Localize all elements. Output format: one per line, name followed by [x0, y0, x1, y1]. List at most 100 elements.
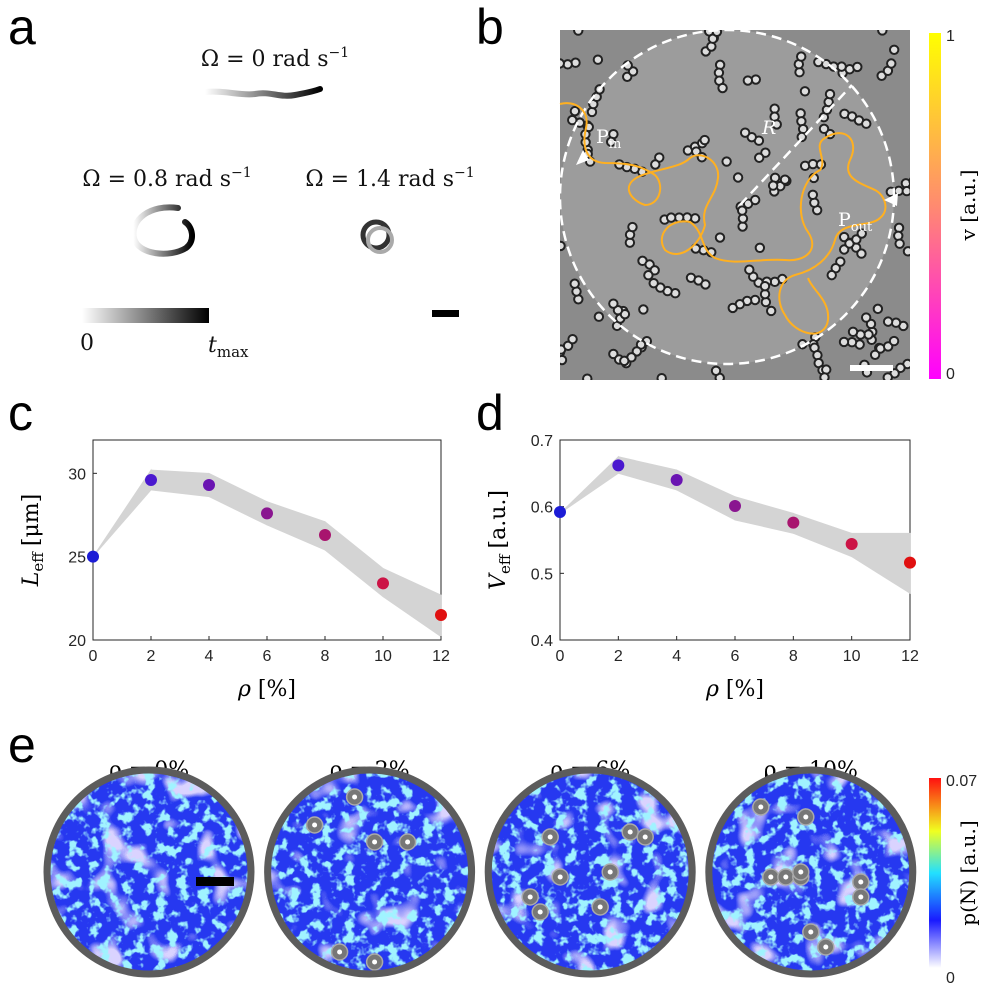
- particle: [759, 280, 771, 292]
- particle: [573, 30, 584, 36]
- omega-label: Ω = 0.8 rad s−1: [82, 165, 251, 192]
- particle: [916, 237, 924, 245]
- particle: [826, 269, 837, 281]
- y-axis-label-unit: [μm]: [19, 494, 44, 546]
- obstacle-core: [537, 909, 543, 915]
- obstacle-core: [405, 839, 411, 845]
- particle: [902, 246, 910, 257]
- data-point: [612, 459, 625, 472]
- particle: [721, 156, 732, 167]
- x-tick-label: 12: [432, 648, 450, 665]
- particle: [765, 305, 777, 317]
- data-point: [787, 516, 800, 529]
- y-tick-label: 0.7: [531, 433, 553, 450]
- x-axis-label: ρ [%]: [705, 677, 764, 702]
- y-tick-label: 0.4: [531, 633, 553, 650]
- colorbar-tick-label: 0: [946, 970, 955, 987]
- y-axis-label: Leff [μm]: [19, 494, 47, 587]
- arrow: [884, 193, 898, 206]
- data-point: [845, 538, 858, 550]
- particle: [736, 205, 748, 216]
- data-point: [203, 479, 215, 491]
- particle: [818, 379, 824, 380]
- particle: [771, 119, 782, 130]
- error-band: [92, 468, 152, 557]
- particle: [838, 336, 850, 348]
- data-point: [319, 529, 331, 541]
- time-colorbar: [82, 308, 209, 323]
- particle: [619, 355, 630, 367]
- x-tick-label: 4: [205, 648, 214, 665]
- particle: [586, 6, 594, 14]
- particle: [711, 30, 723, 37]
- panel-letter: b: [476, 0, 504, 55]
- particle: [727, 302, 738, 314]
- particle: [909, 188, 910, 193]
- particle: [819, 372, 830, 380]
- particle: [732, 172, 744, 183]
- error-band: [382, 567, 442, 638]
- scale-bar: [432, 310, 459, 317]
- obstacle-core: [803, 814, 809, 820]
- scale-bar: [850, 365, 893, 371]
- particle: [656, 372, 667, 380]
- data-point: [904, 556, 916, 569]
- particle: [818, 123, 830, 135]
- x-tick-label: 6: [263, 648, 272, 665]
- trajectory: [202, 86, 323, 99]
- colorbar-tick-label: 0: [946, 366, 955, 383]
- trajectory: [366, 226, 394, 254]
- disc-border: [43, 766, 255, 978]
- density-noise: [488, 770, 693, 974]
- error-band: [324, 520, 384, 598]
- particle: [886, 58, 897, 69]
- y-tick-label: 0.5: [531, 566, 553, 583]
- omega-label: Ω = 1.4 rad s−1: [305, 165, 474, 192]
- trajectory: [559, 102, 887, 335]
- particle: [888, 335, 900, 347]
- particle: [856, 248, 867, 259]
- error-band: [150, 469, 210, 498]
- particle: [592, 54, 604, 65]
- x-axis-label-unit: [%]: [726, 677, 764, 702]
- particle: [569, 105, 581, 117]
- particle: [714, 232, 726, 243]
- error-band: [734, 496, 794, 534]
- particle: [799, 86, 811, 97]
- particle: [605, 136, 617, 148]
- disc-border: [705, 766, 917, 978]
- particle: [569, 278, 580, 289]
- obstacle-core: [627, 829, 633, 835]
- particle: [701, 12, 709, 20]
- particle: [648, 277, 659, 289]
- error-band: [792, 512, 853, 558]
- data-point: [261, 507, 273, 520]
- x-tick-label: 8: [789, 648, 798, 665]
- x-tick-label: 2: [614, 648, 623, 665]
- particle: [704, 19, 712, 27]
- obstacle-core: [642, 834, 648, 840]
- density-noise: [267, 770, 472, 974]
- disc-border: [264, 766, 476, 978]
- x-tick-label: 12: [901, 648, 919, 665]
- radius-line: [739, 84, 853, 206]
- obstacle-core: [527, 894, 533, 900]
- particle: [739, 127, 751, 138]
- particle: [567, 333, 578, 345]
- y-axis-label-symbol: L: [19, 572, 44, 588]
- particle: [582, 13, 590, 21]
- x-axis-label-unit: [%]: [258, 677, 296, 702]
- particle: [665, 212, 677, 223]
- trajectory: [130, 204, 195, 257]
- x-axis-label: ρ [%]: [237, 677, 296, 702]
- x-tick-label: 4: [672, 648, 681, 665]
- obstacle-core: [768, 874, 774, 880]
- colorbar-tick-label: 0.07: [946, 773, 977, 790]
- obstacle-core: [372, 959, 378, 965]
- colorbar-title: p(N) [a.u.]: [956, 820, 980, 925]
- particle: [650, 159, 661, 170]
- particle: [882, 316, 894, 327]
- particle: [560, 58, 565, 69]
- particle: [824, 88, 836, 100]
